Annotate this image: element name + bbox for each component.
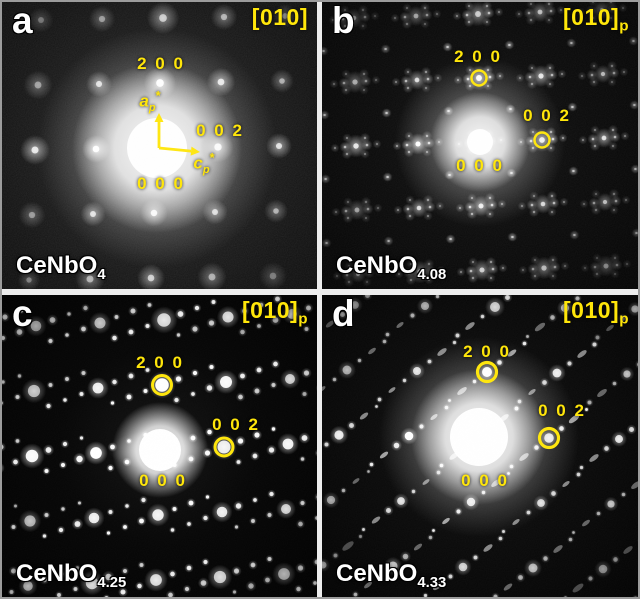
compound-label: CeNbO4 [16, 252, 106, 283]
compound-base: CeNbO [16, 252, 98, 280]
compound-base: CeNbO [336, 252, 418, 280]
compound-sub: 4.33 [417, 575, 447, 591]
compound-base: CeNbO [336, 560, 418, 588]
compound-label: CeNbO4.08 [336, 252, 446, 283]
zone-axis-sub: p [619, 17, 629, 35]
axis-star: * [155, 87, 161, 103]
reflection-label-000: 0 0 0 [456, 156, 504, 175]
zone-axis-label: [010] [252, 4, 308, 36]
film-grain [322, 295, 638, 597]
compound-label: CeNbO4.25 [16, 560, 126, 591]
film-grain [2, 2, 317, 289]
reflection-label-002: 0 0 2 [538, 401, 586, 420]
compound-sub: 4.08 [417, 267, 447, 283]
panel-c: c [010]p 2 0 0 0 0 2 0 0 0 CeNbO4.25 [2, 295, 317, 597]
panel-d: d [010]p 2 0 0 0 0 2 0 0 0 CeNbO4.33 [322, 295, 638, 597]
film-grain [322, 2, 638, 289]
reflection-label-000: 0 0 0 [461, 471, 509, 490]
reflection-label-002: 0 0 2 [523, 106, 571, 125]
compound-sub: 4.25 [97, 575, 127, 591]
a-star-axis-label: ap* [139, 88, 160, 114]
compound-base: CeNbO [16, 560, 98, 588]
zone-axis-base: [010] [251, 4, 308, 30]
diffraction-pattern-b [322, 2, 638, 289]
axis-letter: c [193, 153, 203, 173]
diffraction-pattern-c [2, 295, 317, 597]
diffraction-pattern-a [2, 2, 317, 289]
axis-sub: p [148, 102, 156, 115]
compound-label: CeNbO4.33 [336, 560, 446, 591]
compound-sub: 4 [97, 267, 106, 283]
reflection-label-002: 0 0 2 [196, 121, 244, 140]
zone-axis-base: [010] [563, 4, 620, 30]
zone-axis-base: [010] [563, 297, 620, 323]
reflection-label-000: 0 0 0 [137, 174, 185, 193]
zone-axis-base: [010] [242, 297, 299, 323]
panel-letter: d [332, 295, 355, 334]
zone-axis-sub: p [298, 310, 308, 328]
zone-axis-sub: p [619, 310, 629, 328]
reflection-label-200: 2 0 0 [137, 54, 185, 73]
zone-axis-label: [010]p [242, 297, 308, 329]
panel-a: a [010] 2 0 0 0 0 2 0 0 0 ap* cp* CeNbO4 [2, 2, 317, 289]
reflection-label-200: 2 0 0 [454, 47, 502, 66]
reflection-label-002: 0 0 2 [212, 415, 260, 434]
panel-letter: c [12, 295, 33, 334]
reflection-label-200: 2 0 0 [136, 353, 184, 372]
zone-axis-label: [010]p [563, 4, 629, 36]
reflection-label-200: 2 0 0 [463, 342, 511, 361]
film-grain [2, 295, 317, 597]
axis-letter: a [139, 91, 149, 111]
zone-axis-label: [010]p [563, 297, 629, 329]
c-star-axis-label: cp* [193, 150, 214, 176]
axis-star: * [209, 149, 215, 165]
axis-sub: p [202, 164, 210, 177]
reflection-label-000: 0 0 0 [139, 471, 187, 490]
panel-letter: a [12, 2, 33, 41]
diffraction-pattern-d [322, 295, 638, 597]
panel-b: b [010]p 2 0 0 0 0 2 0 0 0 CeNbO4.08 [322, 2, 638, 289]
panel-letter: b [332, 2, 355, 41]
